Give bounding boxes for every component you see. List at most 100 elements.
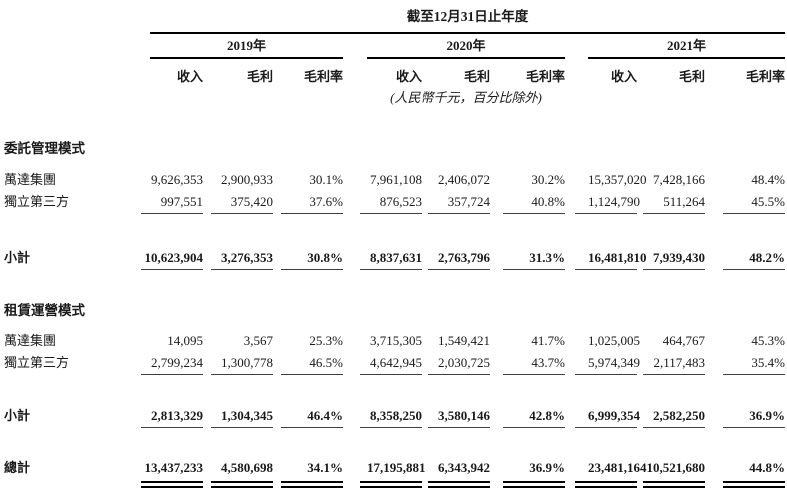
double-rule-line xyxy=(141,481,203,488)
rule-line xyxy=(723,213,785,214)
value-cell: 997,551 xyxy=(160,194,203,209)
value-cell: 7,939,430 xyxy=(653,250,705,265)
rule-line xyxy=(643,269,705,270)
value-cell: 5,974,349 xyxy=(588,355,640,370)
rule-line xyxy=(428,427,490,428)
spacer xyxy=(0,106,787,141)
value-cell: 2,117,483 xyxy=(653,355,705,370)
value-cell: 2,406,072 xyxy=(438,172,490,187)
group-gap xyxy=(565,84,588,85)
year-label-2021: 2021年 xyxy=(666,38,706,53)
year-label-2019: 2019年 xyxy=(226,38,266,53)
rule-line xyxy=(281,374,343,375)
value-cell: 1,300,778 xyxy=(221,355,273,370)
value-cell: 30.1% xyxy=(309,172,343,187)
value-cell: 6,343,942 xyxy=(438,460,490,475)
table-row-wanda-group: 萬達集團 9,626,353 2,900,933 30.1% 7,961,108… xyxy=(0,169,787,191)
rule-line xyxy=(360,374,422,375)
section-title: 委託管理模式 xyxy=(4,141,85,156)
rule-line xyxy=(723,374,785,375)
value-cell: 35.4% xyxy=(751,355,785,370)
rule-line xyxy=(575,269,637,270)
col-header-gross-margin-2020: 毛利率 xyxy=(525,69,565,84)
double-rule-line xyxy=(643,481,705,488)
value-cell: 1,549,421 xyxy=(438,333,490,348)
col-header-gross-margin-2021: 毛利率 xyxy=(745,69,785,84)
rule-line xyxy=(723,269,785,270)
rule-line xyxy=(575,374,637,375)
value-cell: 1,304,345 xyxy=(221,408,273,423)
value-cell: 36.9% xyxy=(529,460,565,475)
rule-line xyxy=(575,427,637,428)
row-label: 小計 xyxy=(4,408,31,423)
column-header-row: 收入 毛利 毛利率 收入 毛利 毛利率 收入 毛利 毛利率 xyxy=(0,59,787,85)
table-row-grand-total: 總計 13,437,233 4,580,698 34.1% 17,195,881… xyxy=(0,457,787,479)
value-cell: 34.1% xyxy=(307,460,343,475)
value-cell: 2,799,234 xyxy=(151,355,203,370)
value-cell: 10,521,680 xyxy=(646,460,706,475)
double-rule-line xyxy=(723,481,785,488)
rule-line xyxy=(503,213,565,214)
value-cell: 14,095 xyxy=(167,333,203,348)
spacer-cell xyxy=(0,84,140,85)
year-group-2020: 2020年 xyxy=(367,34,565,59)
value-cell: 25.3% xyxy=(309,333,343,348)
value-cell: 2,030,725 xyxy=(438,355,490,370)
group-gap xyxy=(343,84,367,85)
table-row-independent-third-parties: 獨立第三方 997,551 375,420 37.6% 876,523 357,… xyxy=(0,191,787,213)
value-cell: 17,195,881 xyxy=(367,460,426,475)
section-header-lease-operation: 租賃運營模式 xyxy=(0,303,787,319)
value-cell: 2,763,796 xyxy=(438,250,490,265)
col-header-revenue-2021: 收入 xyxy=(610,69,637,84)
value-cell: 43.7% xyxy=(531,355,565,370)
value-cell: 37.6% xyxy=(309,194,343,209)
col-header-gross-profit-2021: 毛利 xyxy=(678,69,705,84)
value-cell: 9,626,353 xyxy=(151,172,203,187)
rule-line xyxy=(211,269,273,270)
double-rule-line xyxy=(281,481,343,488)
column-rule-row xyxy=(0,427,787,431)
rule-line xyxy=(360,269,422,270)
value-cell: 30.2% xyxy=(531,172,565,187)
col-header-gross-margin-2019: 毛利率 xyxy=(303,69,343,84)
rule-line xyxy=(211,374,273,375)
value-cell: 4,580,698 xyxy=(221,460,273,475)
rule-line xyxy=(141,269,203,270)
value-cell: 3,715,305 xyxy=(370,333,422,348)
value-cell: 357,724 xyxy=(447,194,490,209)
value-cell: 7,961,108 xyxy=(370,172,422,187)
column-rule-row xyxy=(0,213,787,217)
value-cell: 44.8% xyxy=(749,460,785,475)
value-cell: 36.9% xyxy=(749,408,785,423)
spacer xyxy=(0,273,787,303)
rule-line xyxy=(428,374,490,375)
value-cell: 511,264 xyxy=(663,194,705,209)
value-cell: 23,481,164 xyxy=(588,460,647,475)
value-cell: 40.8% xyxy=(531,194,565,209)
row-label: 獨立第三方 xyxy=(4,194,70,209)
table-row-independent-third-parties: 獨立第三方 2,799,234 1,300,778 46.5% 4,642,94… xyxy=(0,352,787,374)
value-cell: 876,523 xyxy=(379,194,422,209)
year-group-row: 2019年 2020年 2021年 xyxy=(0,34,787,59)
rule-line xyxy=(281,269,343,270)
double-rule-row xyxy=(0,481,787,489)
col-header-gross-profit-2019: 毛利 xyxy=(246,69,273,84)
rule-line xyxy=(211,213,273,214)
value-cell: 30.8% xyxy=(307,250,343,265)
rule-line xyxy=(141,374,203,375)
value-cell: 3,567 xyxy=(243,333,273,348)
row-label: 獨立第三方 xyxy=(4,355,70,370)
value-cell: 46.4% xyxy=(307,408,343,423)
value-cell: 15,357,020 xyxy=(588,172,647,187)
year-label-2020: 2020年 xyxy=(446,38,486,53)
value-cell: 2,813,329 xyxy=(151,408,203,423)
rule-line xyxy=(428,213,490,214)
rule-line xyxy=(211,427,273,428)
year-group-2021: 2021年 xyxy=(588,34,785,59)
double-rule-line xyxy=(503,481,565,488)
rule-line xyxy=(281,213,343,214)
rule-line xyxy=(281,427,343,428)
table-row-subtotal-lease: 小計 2,813,329 1,304,345 46.4% 8,358,250 3… xyxy=(0,405,787,427)
value-cell: 8,358,250 xyxy=(370,408,422,423)
